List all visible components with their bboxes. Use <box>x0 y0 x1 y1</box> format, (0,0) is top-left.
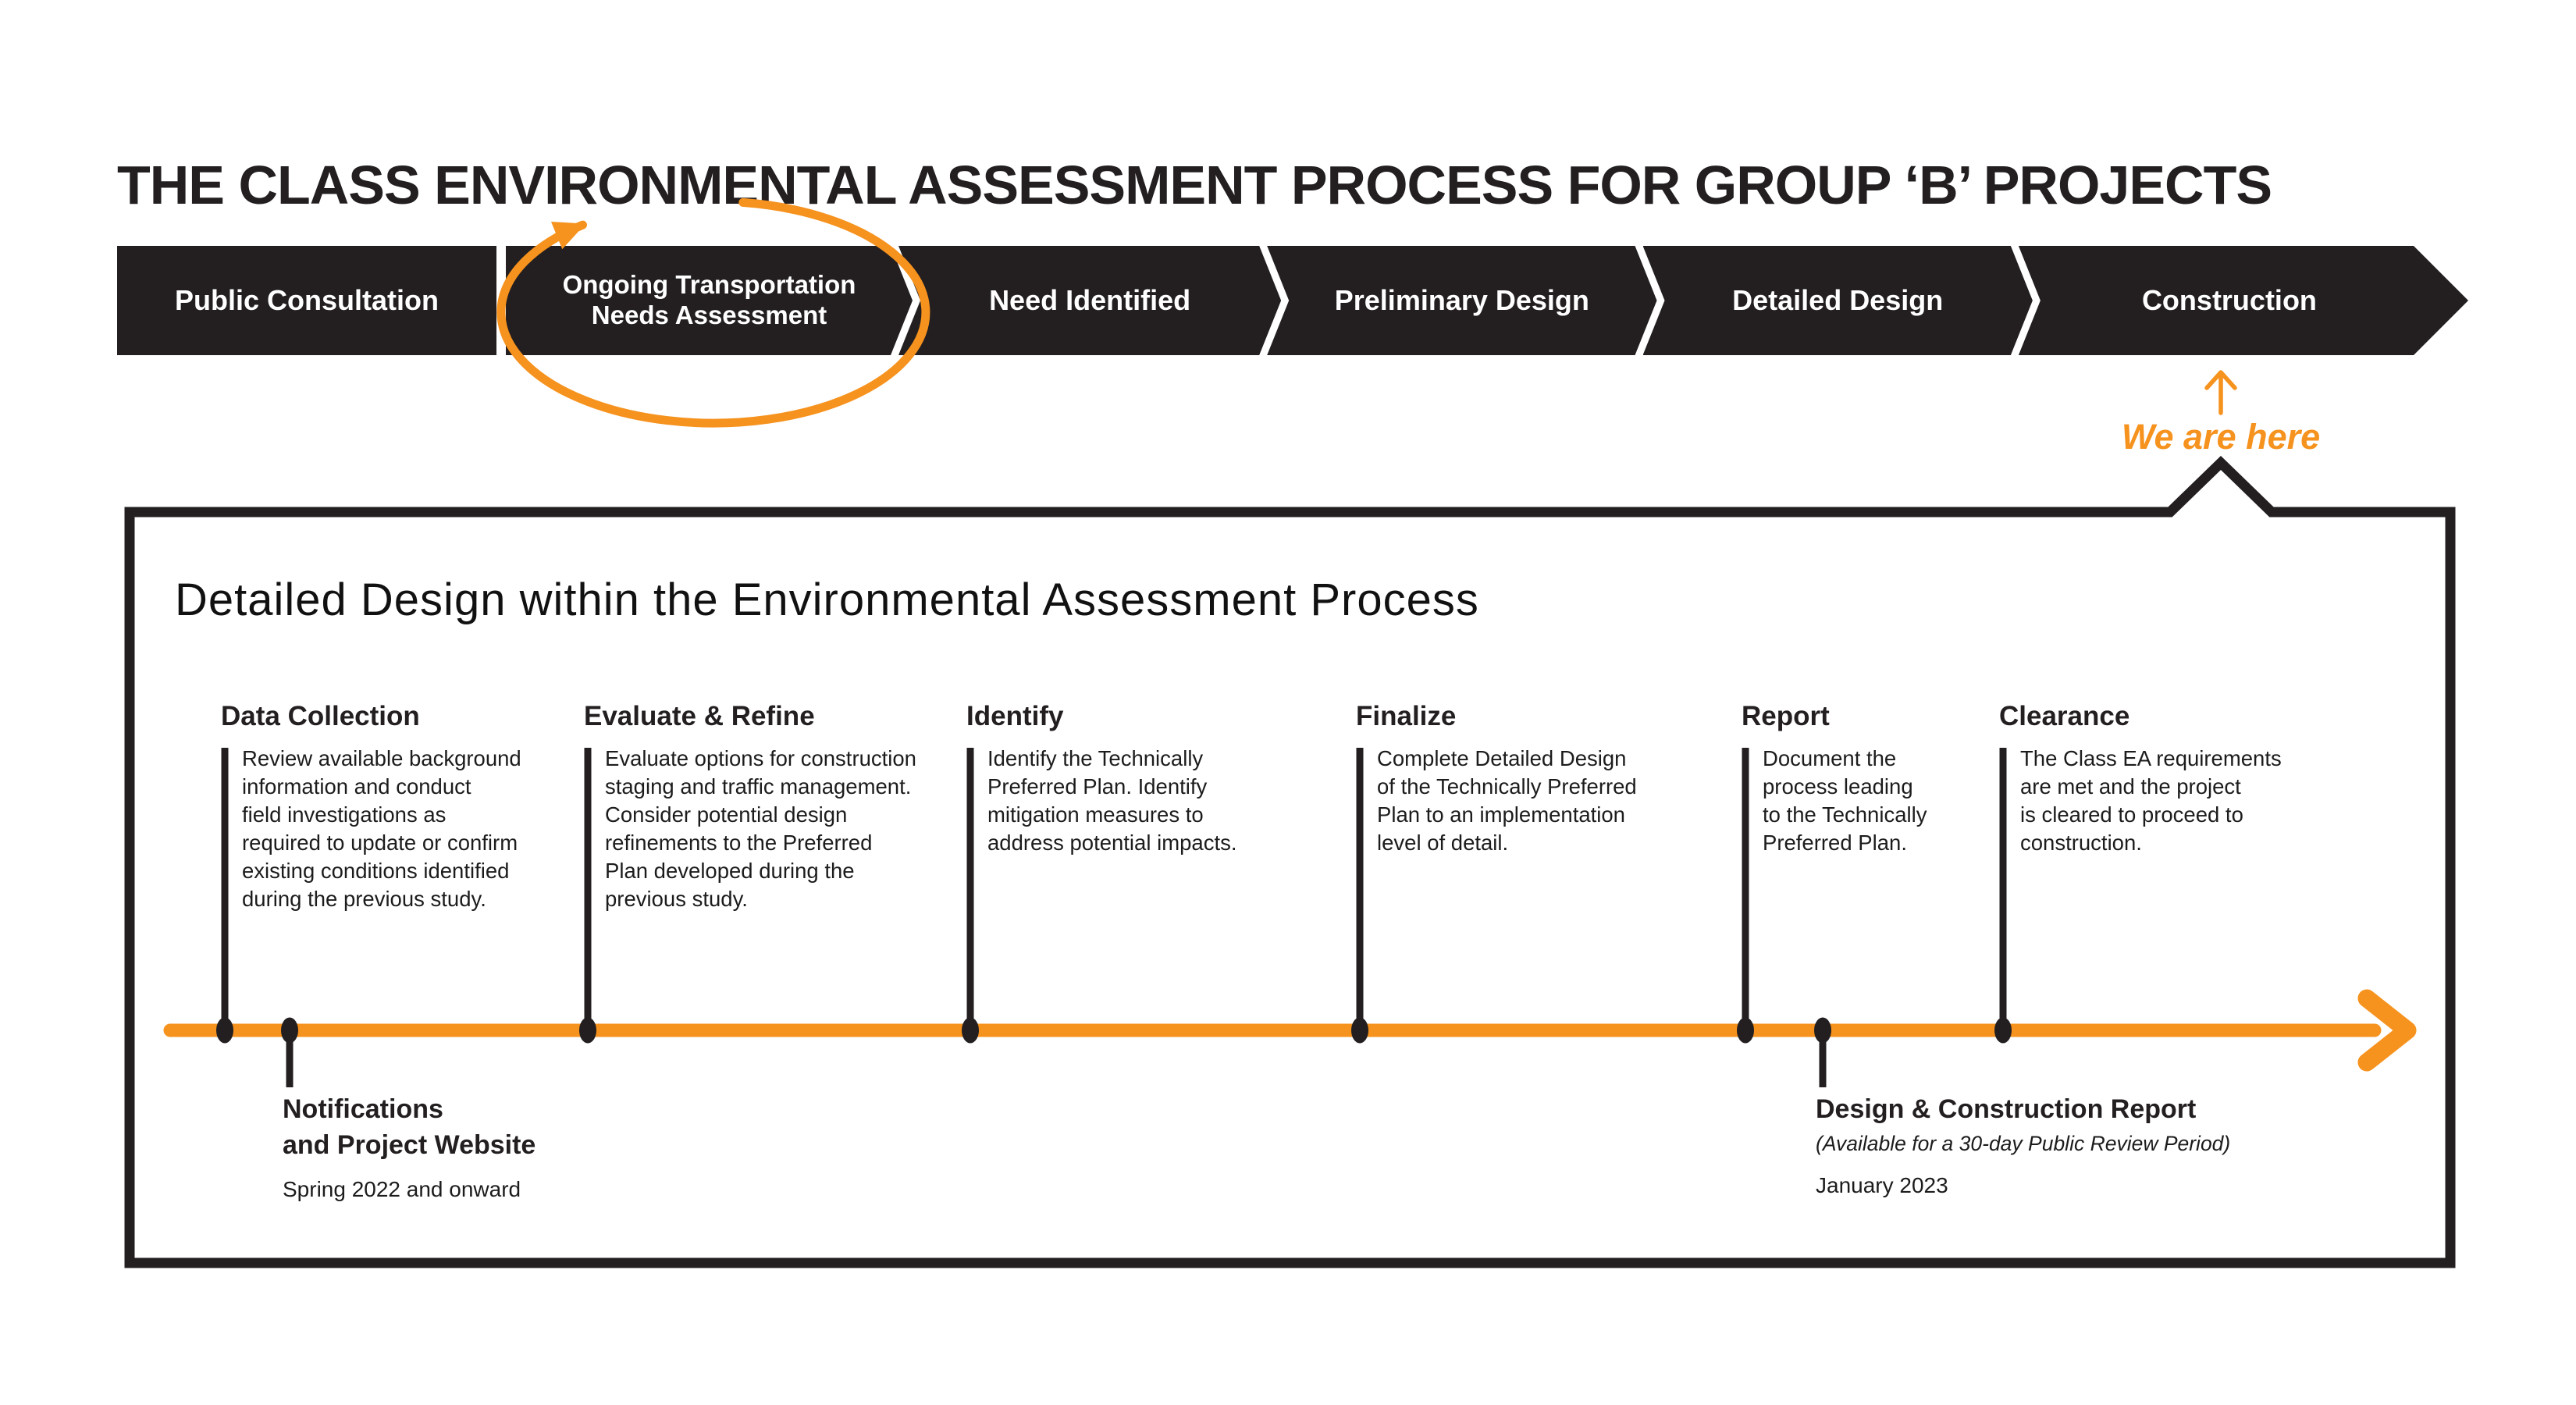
timeline-arrowhead-icon <box>2357 989 2417 1072</box>
process-step-detailed-design: Detailed Design <box>1643 246 2033 355</box>
detail-panel-title: Detailed Design within the Environmental… <box>175 574 1479 625</box>
milestone-clearance: Clearance The Class EA requirements are … <box>1999 701 2327 857</box>
milestone-title: Clearance <box>1999 701 2130 731</box>
timeline-dot-design-construction-report <box>1814 1017 1831 1044</box>
milestone-title: Data Collection <box>221 701 420 731</box>
process-bar: Public Consultation Ongoing Transportati… <box>117 246 2468 355</box>
process-step-label: Public Consultation <box>175 283 439 316</box>
event-title: Design & Construction Report <box>1816 1094 2197 1124</box>
milestone-title: Identify <box>966 701 1064 731</box>
milestone-evaluate-refine: Evaluate & Refine Evaluate options for c… <box>584 701 982 913</box>
timeline-dot-evaluate-refine <box>579 1017 596 1044</box>
milestone-body: Review available background information … <box>242 746 521 911</box>
process-step-label: Need Identified <box>989 283 1191 316</box>
event-date: January 2023 <box>1816 1173 1948 1198</box>
milestone-body: Complete Detailed Design of the Technica… <box>1377 746 1637 855</box>
milestone-body: Identify the Technically Preferred Plan.… <box>987 746 1237 855</box>
milestone-body: Document the process leading to the Tech… <box>1763 746 1927 855</box>
timeline-dot-notifications <box>281 1017 298 1044</box>
event-title: Notifications and Project Website <box>283 1094 536 1161</box>
up-arrow-icon <box>2204 370 2237 415</box>
process-step-label: Ongoing Transportation Needs Assessment <box>562 270 856 329</box>
milestone-title: Evaluate & Refine <box>584 701 815 731</box>
milestone-title: Finalize <box>1356 701 1457 731</box>
timeline-event-notifications: Notifications and Project Website Spring… <box>283 1091 720 1202</box>
milestone-body: The Class EA requirements are met and th… <box>2020 746 2282 855</box>
milestone-report: Report Document the process leading to t… <box>1742 701 1984 857</box>
page-title: THE CLASS ENVIRONMENTAL ASSESSMENT PROCE… <box>117 154 2272 215</box>
timeline-dot-data-collection <box>216 1017 233 1044</box>
timeline-dot-clearance <box>1994 1017 2012 1044</box>
we-are-here-label: We are here <box>2121 417 2321 457</box>
milestone-body: Evaluate options for construction stagin… <box>605 746 916 911</box>
timeline-dot-identify <box>962 1017 979 1044</box>
process-step-public-consultation: Public Consultation <box>117 246 497 355</box>
process-step-preliminary-design: Preliminary Design <box>1267 246 1656 355</box>
process-step-construction: Construction <box>2019 246 2468 355</box>
process-step-ongoing-needs-assessment: Ongoing Transportation Needs Assessment <box>506 246 913 355</box>
process-step-label: Preliminary Design <box>1334 283 1589 316</box>
milestone-finalize: Finalize Complete Detailed Design of the… <box>1356 701 1715 857</box>
timeline-event-design-construction-report: Design & Construction Report (Available … <box>1816 1091 2378 1198</box>
process-step-label: Construction <box>2141 283 2317 316</box>
milestone-identify: Identify Identify the Technically Prefer… <box>966 701 1310 857</box>
milestone-data-collection: Data Collection Review available backgro… <box>221 701 603 913</box>
milestone-title: Report <box>1742 701 1830 731</box>
process-step-label: Detailed Design <box>1732 283 1944 316</box>
event-date: Spring 2022 and onward <box>283 1177 521 1202</box>
timeline-dot-report <box>1737 1017 1754 1044</box>
event-note: (Available for a 30-day Public Review Pe… <box>1816 1132 2231 1156</box>
timeline-dot-finalize <box>1351 1017 1368 1044</box>
process-step-need-identified: Need Identified <box>898 246 1281 355</box>
